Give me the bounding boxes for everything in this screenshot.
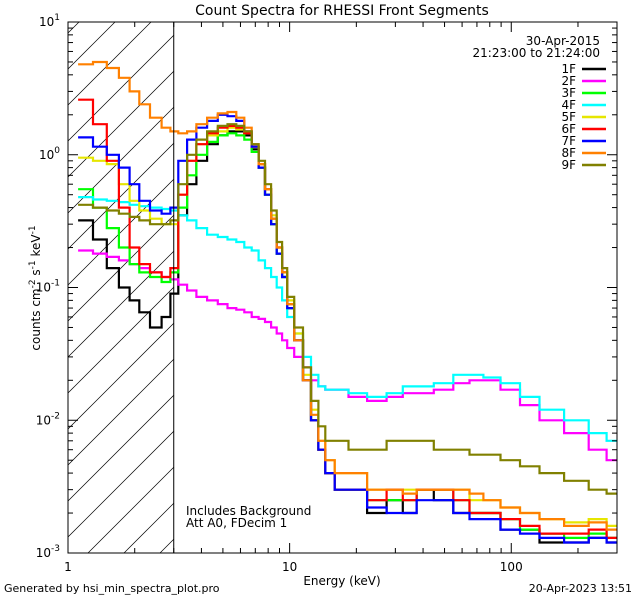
y-axis: 10-3 10-2 10-1 100 101 xyxy=(36,13,617,560)
annotation-attenuator: Att A0, FDecim 1 xyxy=(186,516,287,530)
hatched-region xyxy=(68,22,174,553)
footer-timestamp: 20-Apr-2023 13:51 xyxy=(528,582,632,595)
legend-label-4f: 4F xyxy=(561,98,576,112)
time-range-label: 21:23:00 to 21:24:00 xyxy=(473,46,600,60)
x-tick-label: 10 xyxy=(282,560,297,574)
footer-generated-by: Generated by hsi_min_spectra_plot.pro xyxy=(4,582,220,595)
y-tick-label: 100 xyxy=(39,146,60,162)
series-line-4f xyxy=(78,196,617,442)
legend-label-5f: 5F xyxy=(561,110,576,124)
series-line-3f xyxy=(78,132,617,539)
x-axis-label: Energy (keV) xyxy=(303,574,380,588)
legend-label-7f: 7F xyxy=(561,134,576,148)
y-tick-label: 10-3 xyxy=(36,544,60,560)
legend-label-9f: 9F xyxy=(561,158,576,172)
legend-label-6f: 6F xyxy=(561,122,576,136)
y-tick-label: 10-1 xyxy=(36,279,60,295)
legend-label-2f: 2F xyxy=(561,74,576,88)
annotation-background: Includes Background xyxy=(186,504,311,518)
chart-title: Count Spectra for RHESSI Front Segments xyxy=(195,3,489,19)
series-group xyxy=(78,60,617,544)
legend-label-8f: 8F xyxy=(561,146,576,160)
hatch-lines xyxy=(68,22,174,553)
x-tick-label: 100 xyxy=(500,560,523,574)
date-label: 30-Apr-2015 xyxy=(526,34,600,48)
x-tick-label: 1 xyxy=(64,560,72,574)
series-line-7f xyxy=(78,113,617,544)
series-line-2f xyxy=(78,249,617,462)
y-axis-label: counts cm-2 s-1 keV-1 xyxy=(28,225,43,350)
x-axis: 1 10 100 xyxy=(64,22,618,574)
series-line-9f xyxy=(78,123,617,495)
series-line-8f xyxy=(78,60,617,531)
legend-label-3f: 3F xyxy=(561,86,576,100)
y-tick-label: 10-2 xyxy=(36,411,60,427)
legend-label-1f: 1F xyxy=(561,62,576,76)
y-tick-label: 101 xyxy=(39,13,60,29)
